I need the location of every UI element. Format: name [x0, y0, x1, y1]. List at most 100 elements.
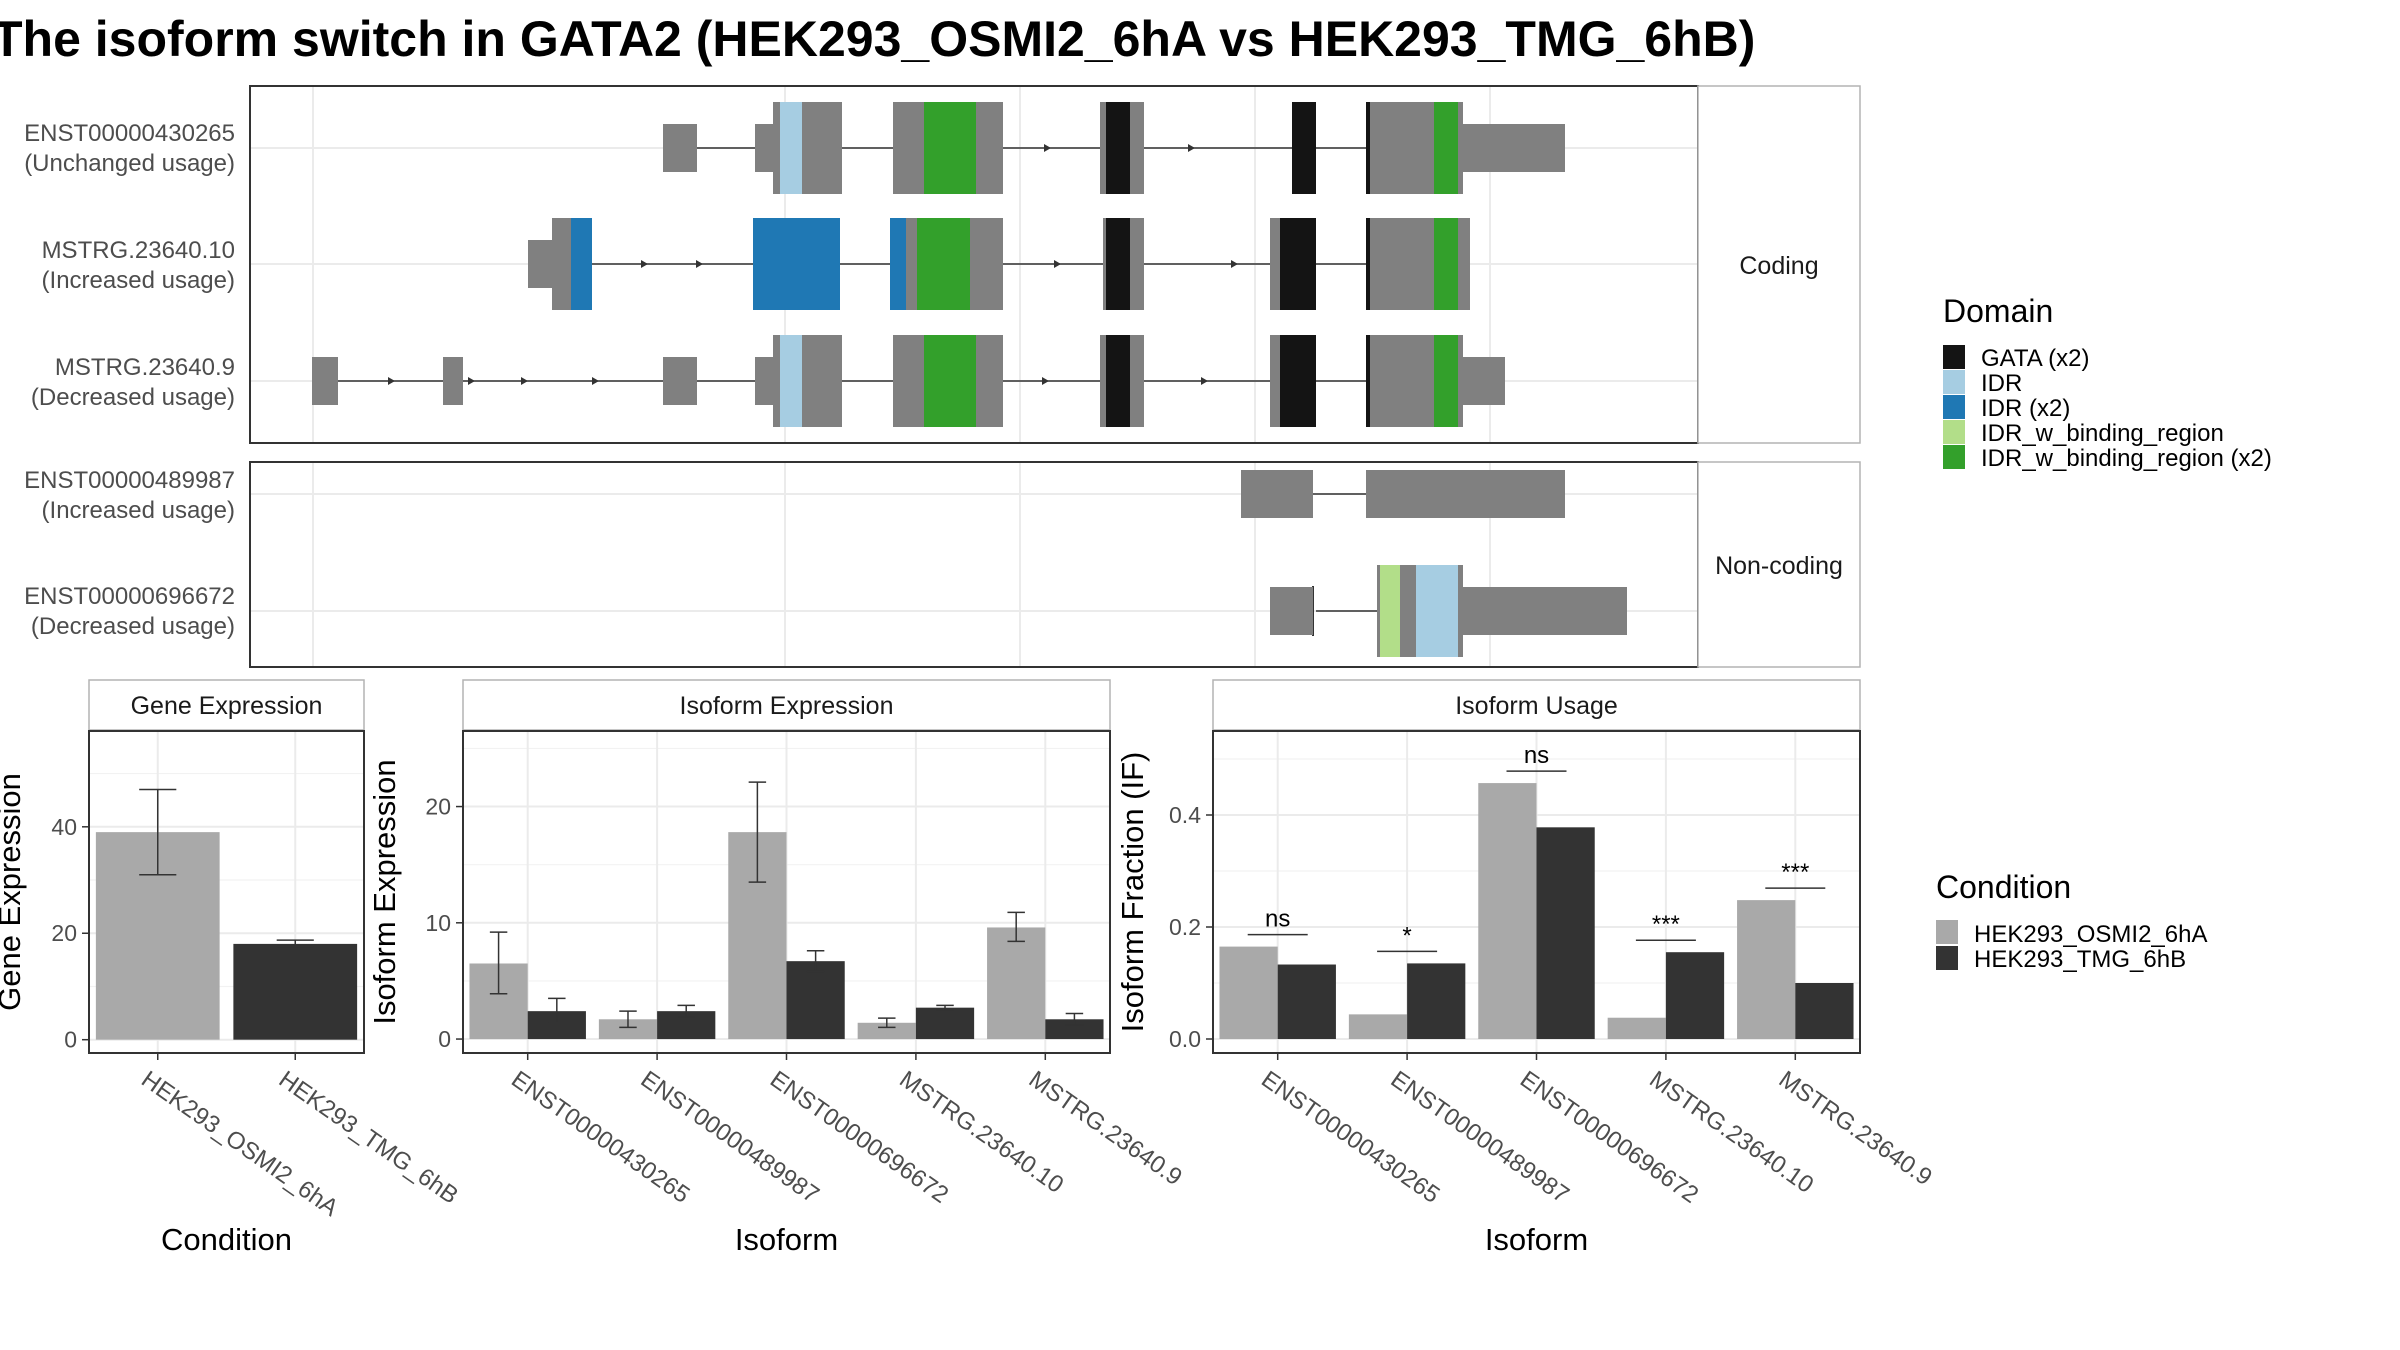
significance-label: ***: [1781, 859, 1809, 886]
panel-strip: [88, 679, 365, 731]
exon-block: [802, 335, 842, 427]
domain-block-idr-x2: [571, 218, 592, 310]
x-axis-title: Isoform: [735, 1222, 838, 1257]
domain-legend-title: Domain: [1943, 293, 2053, 329]
bar: [1795, 983, 1854, 1039]
condition-legend-label: HEK293_OSMI2_6hA: [1974, 921, 2207, 948]
domain-block-idr-binding-x2: [924, 335, 978, 427]
domain-block-idr-binding-x2: [917, 218, 972, 310]
exon-block: [1100, 102, 1108, 194]
significance-label: *: [1402, 922, 1411, 949]
bar: [987, 927, 1046, 1040]
bar: [1737, 900, 1796, 1039]
isoform-usage-panel: Isoform Usagens*ns******0.00.20.4ENST000…: [1115, 679, 1937, 1257]
exon-block: [443, 357, 463, 405]
domain-block-gata: [1106, 102, 1130, 194]
exon-block: [312, 357, 338, 405]
bar: [786, 961, 845, 1040]
intron-arrow-icon: [592, 377, 599, 385]
plot-border: [88, 730, 365, 1054]
exon-block: [1370, 102, 1434, 194]
intron-arrow-icon: [521, 377, 528, 385]
exon-block: [1458, 565, 1463, 657]
noncoding-strip-label: Non-coding: [1715, 552, 1843, 580]
domain-legend-label: IDR_w_binding_region: [1981, 420, 2224, 447]
y-axis-title: Isoform Expression: [367, 759, 402, 1024]
y-tick-label: 0.2: [1169, 914, 1201, 940]
domain-swatch-idr-binding-x2: [1943, 445, 1965, 469]
domain-block-idr-x2: [753, 218, 825, 310]
domain-block-gata: [1366, 218, 1370, 310]
domain-swatch-idr-x2: [1943, 395, 1965, 419]
transcript-id-label: ENST00000696672: [24, 583, 235, 610]
domain-block-idr-x2: [890, 218, 908, 310]
gene-expression-panel: Gene Expression02040HEK293_OSMI2_6hAHEK2…: [0, 679, 463, 1257]
exon-block: [1130, 218, 1144, 310]
domain-block-gata: [1366, 102, 1370, 194]
transcript-id-label: MSTRG.23640.10: [42, 237, 235, 264]
bar: [1219, 946, 1278, 1039]
intron-arrow-icon: [1188, 144, 1195, 152]
domain-block-idr-binding-x2: [1434, 218, 1458, 310]
exon-block: [773, 335, 783, 427]
bar: [1536, 827, 1595, 1039]
condition-legend-label: HEK293_TMG_6hB: [1974, 946, 2186, 973]
domain-block-gata: [1106, 335, 1130, 427]
intron-arrow-icon: [468, 377, 475, 385]
exon-block: [755, 124, 775, 172]
figure-title: The isoform switch in GATA2 (HEK293_OSMI…: [0, 11, 1755, 67]
condition-legend-title: Condition: [1936, 869, 2071, 905]
y-axis-title: Isoform Fraction (IF): [1115, 752, 1150, 1033]
transcript-usage-label: (Decreased usage): [31, 384, 235, 411]
exon-block: [1463, 357, 1505, 405]
transcript-track-mstrg-23640-9: [312, 335, 1505, 427]
domain-block-idr: [1416, 565, 1458, 657]
condition-legend: Condition HEK293_OSMI2_6hA HEK293_TMG_6h…: [1936, 869, 2207, 973]
domain-block-idr-binding-x2: [1434, 335, 1458, 427]
domain-legend-label: GATA (x2): [1981, 345, 2089, 372]
exon-block: [1130, 102, 1144, 194]
x-axis-title: Isoform: [1485, 1222, 1588, 1257]
domain-swatch-gata: [1943, 345, 1965, 369]
domain-block-idr-binding-x2: [924, 102, 978, 194]
significance-label: ns: [1265, 906, 1290, 933]
intron-arrow-icon: [1231, 260, 1238, 268]
exon-block: [773, 102, 783, 194]
exon-block: [663, 357, 697, 405]
exon-block: [528, 240, 554, 288]
panel-strip-title: Gene Expression: [131, 692, 323, 720]
intron-arrow-icon: [1201, 377, 1208, 385]
exon-block: [1103, 218, 1108, 310]
domain-block-idr: [780, 335, 804, 427]
panel-strip-title: Isoform Expression: [680, 692, 894, 720]
transcript-id-label: ENST00000430265: [24, 120, 235, 147]
transcript-track-enst00000430265: [663, 102, 1565, 194]
exon-block: [802, 102, 842, 194]
exon-block: [1377, 565, 1382, 657]
exon-block: [976, 335, 1003, 427]
exon-block: [755, 357, 775, 405]
intron-arrow-icon: [1044, 144, 1051, 152]
y-tick-label: 0: [64, 1027, 77, 1053]
exon-block: [1400, 565, 1418, 657]
coding-strip-label: Coding: [1739, 252, 1818, 280]
significance-label: ns: [1524, 742, 1549, 769]
panel-strip: [462, 679, 1111, 731]
domain-block-gata: [1366, 335, 1370, 427]
transcript-labels: ENST00000430265 (Unchanged usage) MSTRG.…: [24, 120, 235, 640]
intron-arrow-icon: [1054, 260, 1061, 268]
bar: [598, 1019, 658, 1040]
exon-block: [1270, 587, 1313, 635]
exon-block: [1458, 102, 1463, 194]
transcript-id-label: ENST00000489987: [24, 467, 235, 494]
intron-arrow-icon: [388, 377, 395, 385]
y-tick-label: 10: [425, 910, 451, 936]
domain-block-idr: [780, 102, 804, 194]
bar: [1277, 964, 1336, 1039]
domain-legend-label: IDR: [1981, 370, 2022, 397]
transcript-id-label: MSTRG.23640.9: [55, 354, 235, 381]
bar: [915, 1007, 975, 1040]
domain-block-gata: [1106, 218, 1130, 310]
domain-block-gata: [1280, 335, 1316, 427]
y-tick-label: 0.4: [1169, 802, 1201, 828]
